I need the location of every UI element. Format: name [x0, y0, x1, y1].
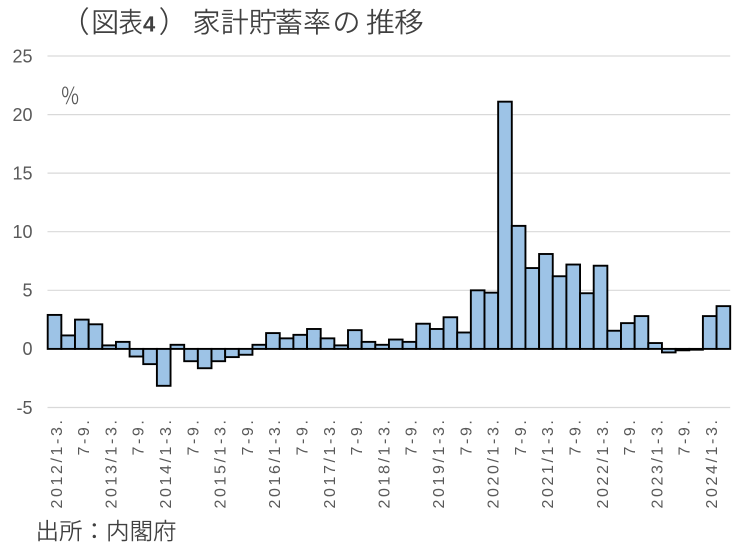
svg-text:2015/1-3.: 2015/1-3.	[213, 418, 230, 509]
svg-text:0: 0	[22, 339, 32, 359]
svg-text:2020/1-3.: 2020/1-3.	[486, 417, 503, 508]
svg-text:2017/1-3.: 2017/1-3.	[322, 418, 339, 509]
svg-text:2022/1-3.: 2022/1-3.	[595, 418, 612, 509]
svg-text:2013/1-3.: 2013/1-3.	[103, 418, 120, 509]
svg-text:20: 20	[12, 105, 32, 125]
svg-text:2014/1-3.: 2014/1-3.	[158, 418, 175, 509]
svg-text:10: 10	[12, 222, 32, 242]
svg-text:7-9.: 7-9.	[622, 418, 639, 456]
svg-text:7-9.: 7-9.	[240, 418, 257, 456]
svg-text:7-9.: 7-9.	[76, 418, 93, 456]
svg-text:7-9.: 7-9.	[513, 418, 530, 456]
svg-text:2021/1-3.: 2021/1-3.	[540, 418, 557, 509]
svg-text:7-9.: 7-9.	[404, 418, 421, 456]
svg-text:7-9.: 7-9.	[677, 418, 694, 456]
svg-text:25: 25	[12, 46, 32, 66]
svg-text:2018/1-3.: 2018/1-3.	[376, 418, 393, 509]
svg-text:7-9.: 7-9.	[295, 418, 312, 456]
svg-text:7-9.: 7-9.	[131, 418, 148, 456]
svg-text:15: 15	[12, 163, 32, 183]
svg-text:2016/1-3.: 2016/1-3.	[267, 418, 284, 509]
svg-text:2023/1-3.: 2023/1-3.	[649, 418, 666, 509]
svg-text:2019/1-3.: 2019/1-3.	[431, 418, 448, 509]
svg-text:7-9.: 7-9.	[458, 418, 475, 456]
svg-text:5: 5	[22, 281, 32, 301]
svg-text:2012/1-3.: 2012/1-3.	[49, 418, 66, 509]
svg-text:7-9.: 7-9.	[568, 418, 585, 456]
svg-text:7-9.: 7-9.	[349, 418, 366, 456]
svg-text:2024/1-3.: 2024/1-3.	[704, 418, 721, 509]
svg-text:-5: -5	[16, 398, 32, 418]
svg-text:7-9.: 7-9.	[185, 418, 202, 456]
